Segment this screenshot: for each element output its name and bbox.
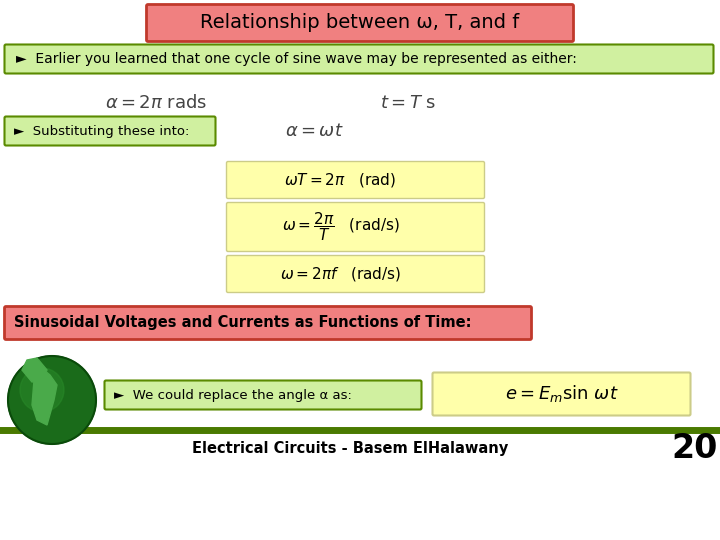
Circle shape [8, 356, 96, 444]
Text: $\omega = 2\pi f$   (rad/s): $\omega = 2\pi f$ (rad/s) [280, 265, 401, 283]
Text: ►  Earlier you learned that one cycle of sine wave may be represented as either:: ► Earlier you learned that one cycle of … [16, 52, 577, 66]
FancyBboxPatch shape [4, 117, 215, 145]
FancyBboxPatch shape [227, 202, 485, 252]
FancyBboxPatch shape [4, 44, 714, 73]
Text: Relationship between ω, T, and f: Relationship between ω, T, and f [200, 14, 520, 32]
FancyBboxPatch shape [227, 255, 485, 293]
Text: $t = T$ s: $t = T$ s [380, 94, 436, 112]
Polygon shape [32, 370, 57, 425]
FancyBboxPatch shape [433, 373, 690, 415]
Polygon shape [22, 358, 47, 382]
Text: ►  We could replace the angle α as:: ► We could replace the angle α as: [114, 388, 352, 402]
Text: $\alpha = \omega t$: $\alpha = \omega t$ [285, 122, 343, 140]
Text: $e = E_m\sin\,\omega t$: $e = E_m\sin\,\omega t$ [505, 383, 618, 404]
Text: $\omega T = 2\pi$   (rad): $\omega T = 2\pi$ (rad) [284, 171, 397, 189]
Text: ►  Substituting these into:: ► Substituting these into: [14, 125, 189, 138]
Text: $\alpha = 2\pi$ rads: $\alpha = 2\pi$ rads [105, 94, 207, 112]
Circle shape [20, 368, 64, 412]
FancyBboxPatch shape [146, 4, 574, 42]
Text: Electrical Circuits - Basem ElHalawany: Electrical Circuits - Basem ElHalawany [192, 441, 508, 456]
FancyBboxPatch shape [227, 161, 485, 199]
FancyBboxPatch shape [4, 307, 531, 340]
FancyBboxPatch shape [104, 381, 421, 409]
Text: $\omega = \dfrac{2\pi}{T}$   (rad/s): $\omega = \dfrac{2\pi}{T}$ (rad/s) [282, 211, 400, 244]
Text: Sinusoidal Voltages and Currents as Functions of Time:: Sinusoidal Voltages and Currents as Func… [14, 315, 472, 330]
Text: 20: 20 [672, 431, 718, 464]
